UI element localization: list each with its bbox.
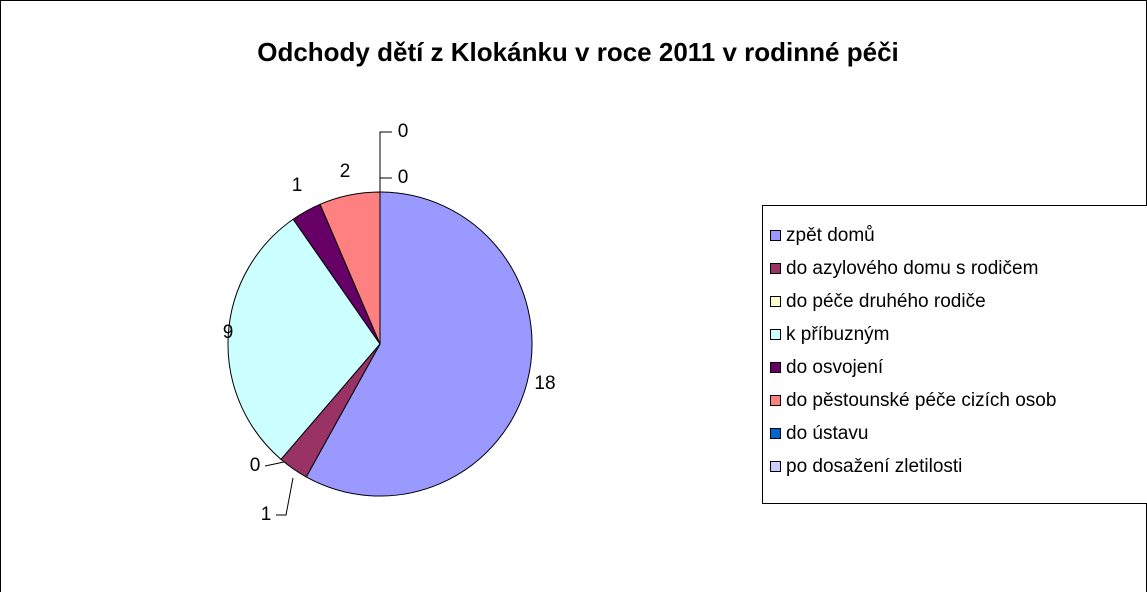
legend-label: do osvojení	[786, 357, 884, 378]
legend-label: po dosažení zletilosti	[786, 456, 962, 477]
data-label: 0	[398, 121, 409, 142]
leader-line	[264, 461, 285, 467]
legend-label: k příbuzným	[786, 324, 889, 345]
legend-label: do pěstounské péče cizích osob	[786, 390, 1056, 411]
data-label: 9	[223, 322, 234, 343]
pie-slice	[319, 191, 381, 345]
leader-line	[276, 477, 294, 516]
legend-swatch	[770, 230, 781, 241]
legend-swatch	[770, 461, 781, 472]
leader-line	[379, 131, 392, 190]
legend-swatch	[770, 428, 781, 439]
data-label: 1	[292, 175, 303, 196]
legend-label: zpět domů	[786, 225, 875, 246]
legend-swatch	[770, 395, 781, 406]
legend-label: do azylového domu s rodičem	[786, 258, 1038, 279]
pie-slice	[305, 191, 533, 497]
legend-swatch	[770, 329, 781, 340]
legend-swatch	[770, 362, 781, 373]
data-label: 18	[534, 373, 555, 394]
legend-swatch	[770, 296, 781, 307]
data-label: 2	[340, 161, 351, 182]
data-label: 0	[398, 167, 409, 188]
data-label: 0	[250, 455, 261, 476]
legend-box	[762, 205, 1147, 504]
legend-swatch	[770, 263, 781, 274]
data-label: 1	[261, 504, 272, 525]
legend-label: do ústavu	[786, 423, 868, 444]
pie-slice	[227, 218, 381, 461]
legend-label: do péče druhého rodiče	[786, 291, 986, 312]
chart-title: Odchody dětí z Klokánku v roce 2011 v ro…	[257, 37, 899, 67]
